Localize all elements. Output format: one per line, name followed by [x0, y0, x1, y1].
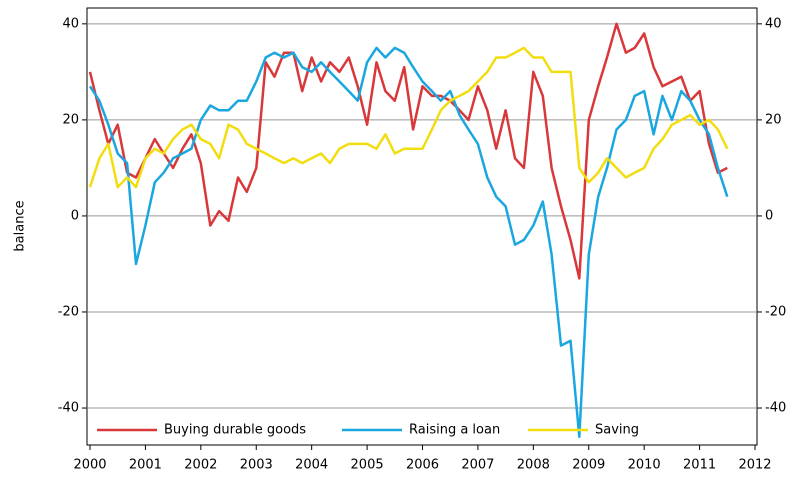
y-tick-label: 0 — [71, 208, 79, 223]
legend-label: Saving — [595, 423, 639, 438]
x-tick-label: 2005 — [351, 458, 384, 473]
x-tick-label: 2000 — [73, 458, 106, 473]
legend-label: Buying durable goods — [164, 423, 306, 438]
x-tick-label: 2004 — [295, 458, 328, 473]
y2-tick-label: -20 — [765, 304, 786, 319]
y2-tick-label: 40 — [765, 16, 782, 31]
series-line — [88, 46, 729, 189]
x-tick-label: 2006 — [406, 458, 439, 473]
x-tick-label: 2007 — [461, 458, 494, 473]
x-tick-label: 2003 — [240, 458, 273, 473]
x-tick-label: 2012 — [738, 458, 771, 473]
y-tick-label: -20 — [58, 304, 79, 319]
y-tick-label: 20 — [62, 112, 79, 127]
series-line — [88, 22, 728, 280]
y2-tick-label: 20 — [765, 112, 782, 127]
y-axis-label: balance — [13, 200, 28, 251]
x-tick-label: 2009 — [572, 458, 605, 473]
x-tick-label: 2008 — [517, 458, 550, 473]
x-tick-label: 2001 — [129, 458, 162, 473]
y-tick-label: 40 — [62, 16, 79, 31]
y2-tick-label: -40 — [765, 401, 786, 416]
series-line — [88, 46, 729, 439]
x-tick-label: 2011 — [683, 458, 716, 473]
x-tick-label: 2010 — [628, 458, 661, 473]
y-tick-label: -40 — [58, 401, 79, 416]
x-tick-label: 2002 — [184, 458, 217, 473]
y2-tick-label: 0 — [765, 208, 773, 223]
legend-label: Raising a loan — [409, 423, 500, 438]
